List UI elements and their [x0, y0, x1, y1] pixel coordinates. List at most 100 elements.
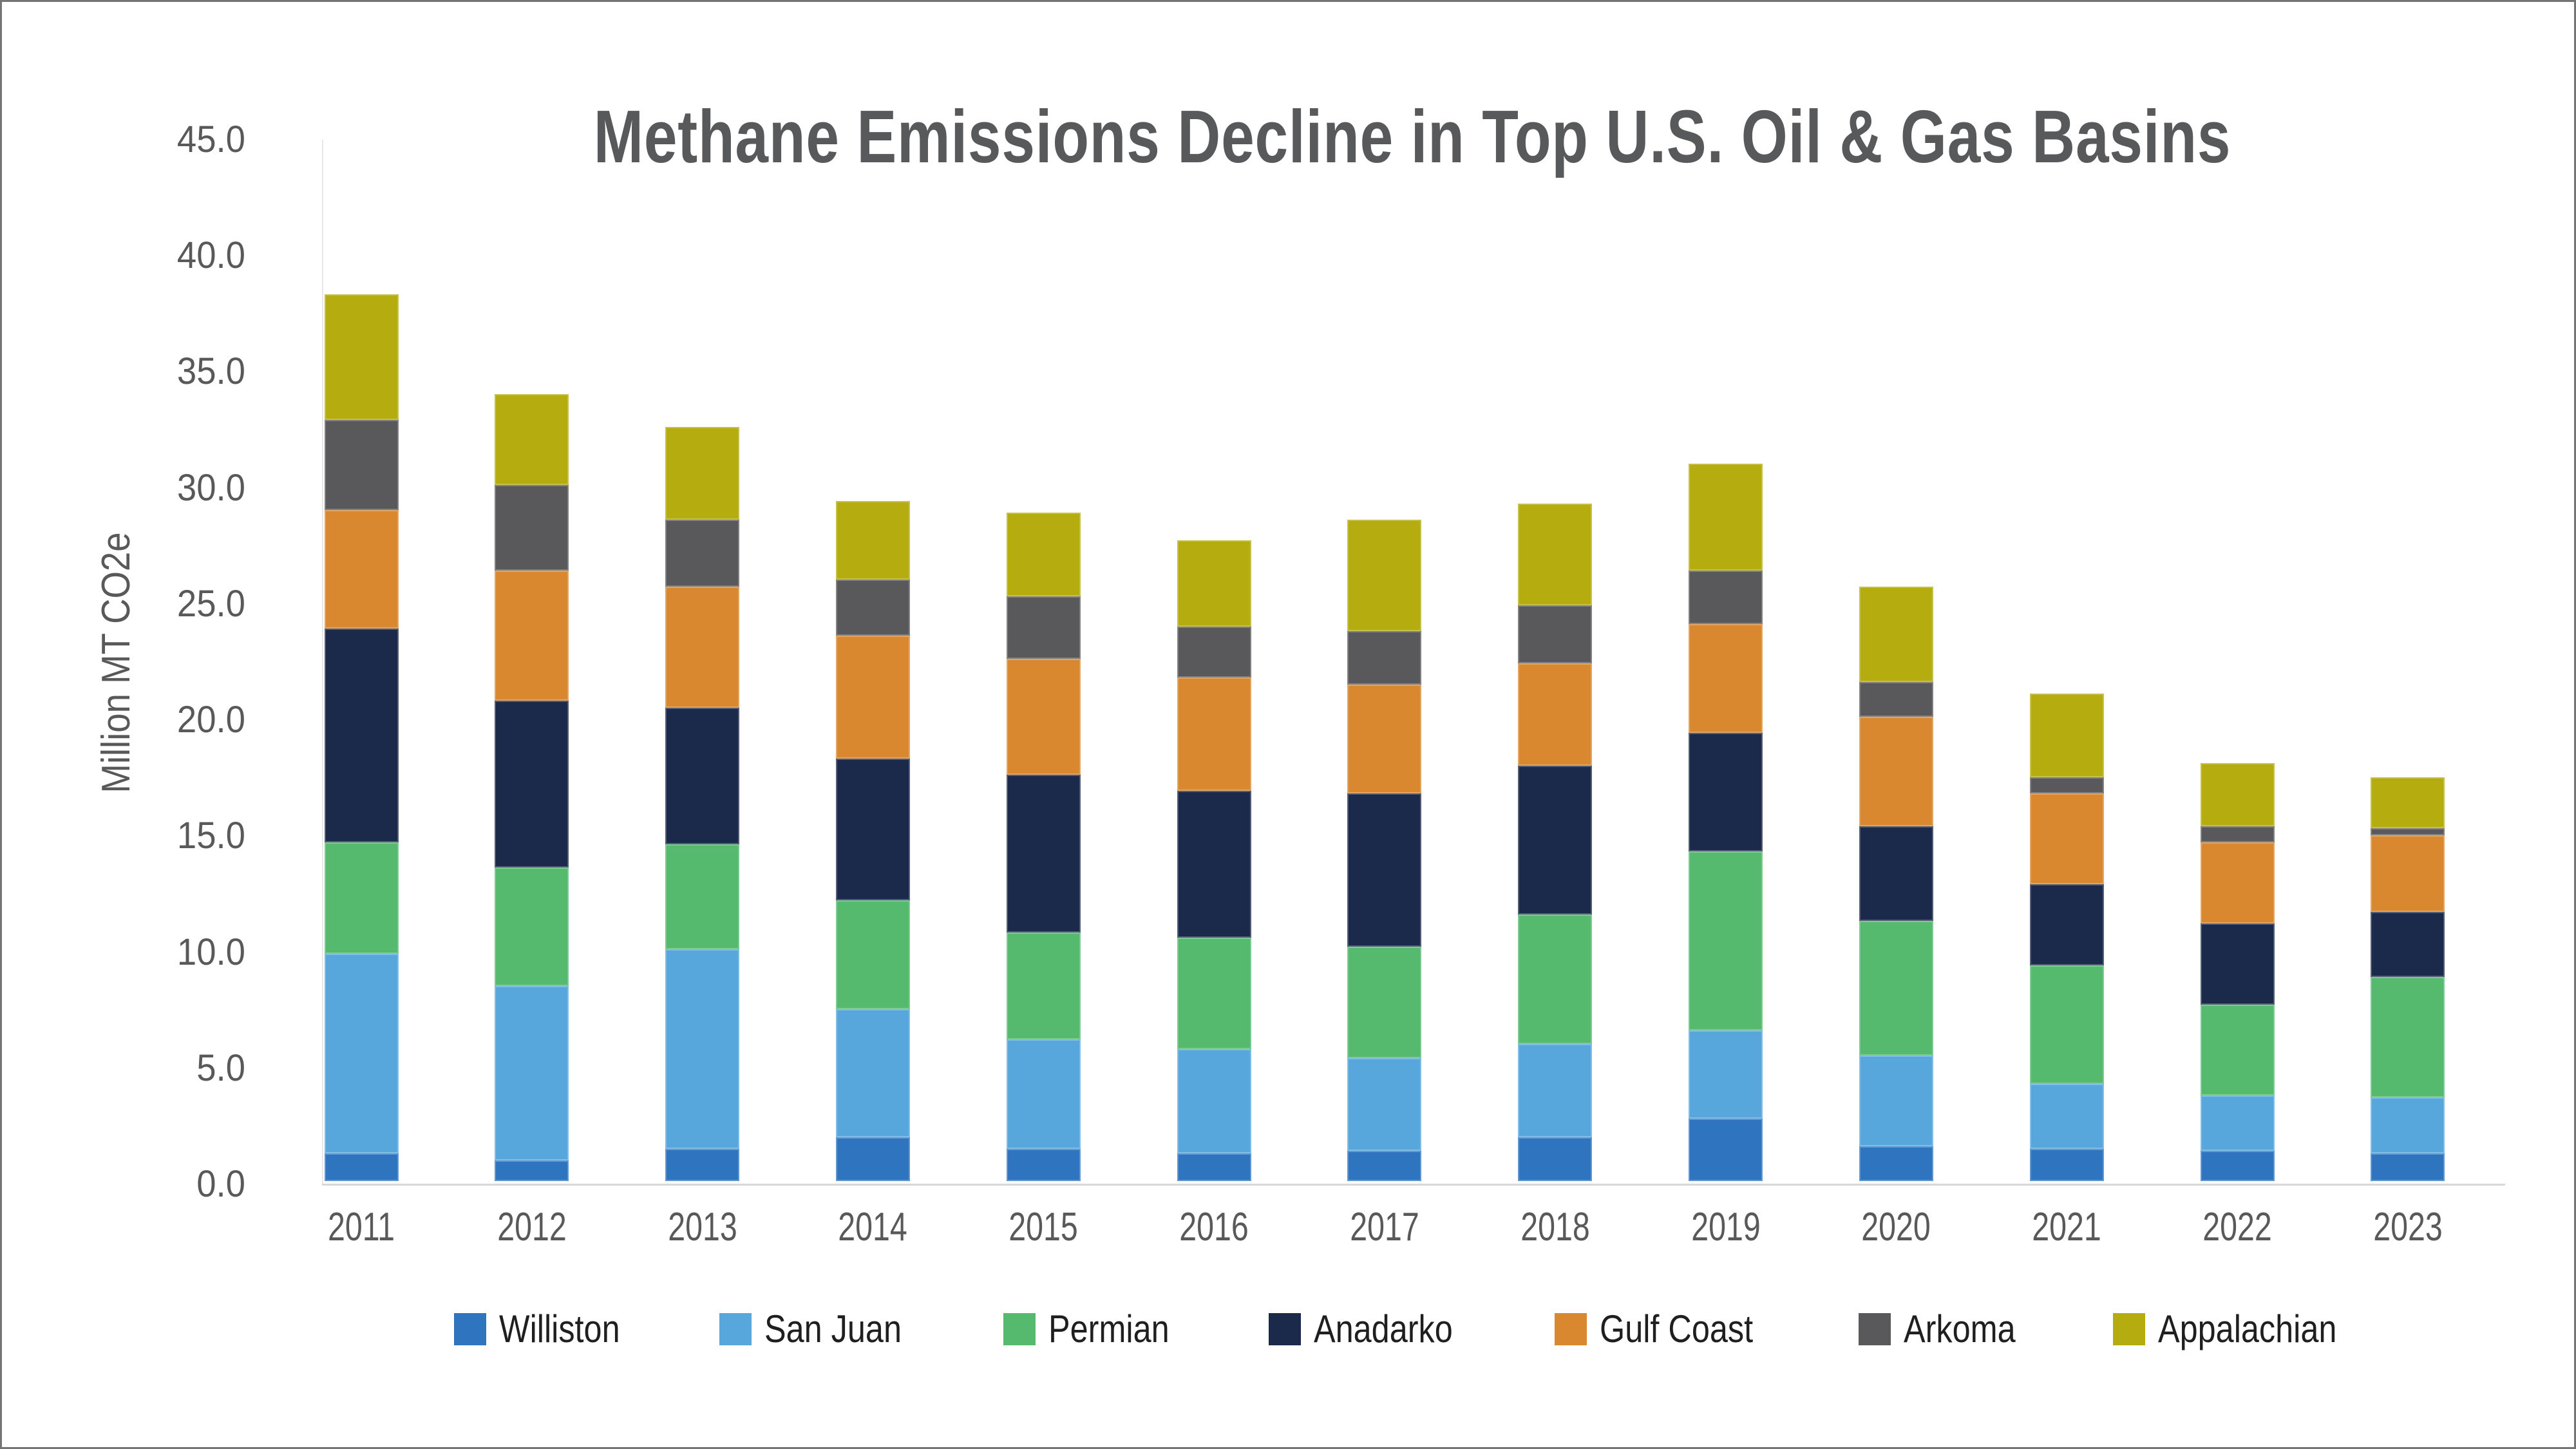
- legend-swatch-icon: [1555, 1313, 1587, 1345]
- bar-segment-appalachian: [2371, 777, 2445, 829]
- bar-segment-gulf-coast: [495, 571, 569, 701]
- x-axis-label-2019: 2019: [1690, 1205, 1761, 1249]
- x-axis-label-2016: 2016: [1179, 1205, 1249, 1249]
- bar-segment-anadarko: [1177, 791, 1251, 938]
- bar-segment-williston: [1347, 1151, 1422, 1181]
- bar-2019: [1689, 464, 1763, 1181]
- bar-segment-san-juan: [1347, 1057, 1422, 1151]
- bar-2012: [495, 394, 569, 1181]
- legend-label: Williston: [499, 1307, 620, 1350]
- x-axis-label-2018: 2018: [1520, 1205, 1590, 1249]
- bar-segment-appalachian: [1347, 519, 1422, 631]
- bar-segment-williston: [665, 1148, 740, 1181]
- bar-2022: [2200, 763, 2275, 1181]
- bar-2015: [1006, 512, 1081, 1181]
- bar-segment-san-juan: [1689, 1030, 1763, 1119]
- bar-segment-permian: [2200, 1005, 2275, 1095]
- y-axis-tick-label: 20.0: [176, 699, 245, 741]
- bar-segment-williston: [324, 1153, 399, 1181]
- bar-segment-gulf-coast: [2029, 793, 2104, 884]
- bar-2023: [2371, 777, 2445, 1181]
- y-axis-tick-label: 35.0: [176, 350, 245, 393]
- x-axis-label-2013: 2013: [667, 1205, 737, 1249]
- bar-segment-williston: [1689, 1118, 1763, 1181]
- x-axis-label-2015: 2015: [1009, 1205, 1079, 1249]
- bar-segment-appalachian: [495, 394, 569, 485]
- x-axis-label-2023: 2023: [2373, 1205, 2443, 1249]
- bar-segment-gulf-coast: [835, 635, 910, 759]
- bar-segment-williston: [1859, 1146, 1933, 1181]
- legend-label: San Juan: [764, 1307, 902, 1350]
- legend-label: Permian: [1048, 1307, 1170, 1350]
- bar-2011: [324, 294, 399, 1181]
- bar-segment-arkoma: [1177, 626, 1251, 677]
- x-axis-label-2012: 2012: [497, 1205, 567, 1249]
- legend-label: Anadarko: [1313, 1307, 1453, 1350]
- legend-swatch-icon: [1003, 1313, 1036, 1345]
- x-axis-label-2017: 2017: [1350, 1205, 1419, 1249]
- bar-segment-arkoma: [2371, 828, 2445, 835]
- x-axis-label-2014: 2014: [838, 1205, 908, 1249]
- x-axis-label-2022: 2022: [2202, 1205, 2272, 1249]
- bar-segment-arkoma: [1859, 682, 1933, 717]
- bar-segment-san-juan: [2371, 1097, 2445, 1153]
- legend-item-williston: Williston: [454, 1310, 643, 1349]
- bar-2014: [835, 500, 910, 1181]
- chart-title: Methane Emissions Decline in Top U.S. Oi…: [593, 95, 2231, 178]
- bar-segment-gulf-coast: [1518, 663, 1593, 766]
- y-axis-tick-label: 25.0: [176, 582, 245, 625]
- bar-segment-anadarko: [2371, 911, 2445, 977]
- bar-segment-appalachian: [324, 294, 399, 420]
- bar-segment-arkoma: [1518, 605, 1593, 664]
- bar-segment-permian: [1859, 921, 1933, 1056]
- x-axis-label-2020: 2020: [1861, 1205, 1931, 1249]
- legend-item-permian: Permian: [1003, 1310, 1192, 1349]
- bar-segment-san-juan: [835, 1009, 910, 1137]
- bar-segment-permian: [2029, 965, 2104, 1084]
- bar-segment-permian: [1177, 937, 1251, 1049]
- bar-segment-gulf-coast: [1177, 677, 1251, 791]
- bar-segment-anadarko: [2029, 884, 2104, 965]
- bar-segment-arkoma: [1689, 571, 1763, 624]
- bar-segment-gulf-coast: [1859, 717, 1933, 826]
- bar-segment-arkoma: [835, 580, 910, 636]
- bar-segment-permian: [324, 842, 399, 954]
- bar-segment-appalachian: [1689, 464, 1763, 571]
- y-axis-tick-label: 5.0: [196, 1046, 245, 1089]
- bar-segment-appalachian: [1177, 540, 1251, 627]
- legend-swatch-icon: [719, 1313, 752, 1345]
- bar-segment-permian: [1518, 914, 1593, 1045]
- bar-segment-appalachian: [2200, 763, 2275, 826]
- bar-segment-williston: [1518, 1137, 1593, 1181]
- bar-segment-arkoma: [2200, 826, 2275, 842]
- bar-2020: [1859, 587, 1933, 1181]
- bar-segment-williston: [2371, 1153, 2445, 1181]
- bar-segment-arkoma: [1006, 596, 1081, 659]
- bar-segment-williston: [1177, 1153, 1251, 1181]
- y-axis-tick-label: 0.0: [196, 1163, 245, 1205]
- bar-segment-gulf-coast: [1689, 623, 1763, 734]
- bar-segment-williston: [2200, 1151, 2275, 1181]
- bar-segment-anadarko: [1689, 733, 1763, 852]
- bar-segment-permian: [1006, 933, 1081, 1040]
- y-axis-line: [322, 140, 323, 1186]
- bar-segment-san-juan: [1518, 1044, 1593, 1137]
- bar-segment-gulf-coast: [2371, 835, 2445, 912]
- bar-segment-san-juan: [1859, 1056, 1933, 1146]
- bar-segment-san-juan: [665, 949, 740, 1149]
- y-axis-tick-label: 30.0: [176, 466, 245, 509]
- bar-segment-san-juan: [1177, 1048, 1251, 1153]
- bar-segment-permian: [665, 844, 740, 949]
- bar-segment-permian: [1689, 851, 1763, 1030]
- y-axis-tick-label: 40.0: [176, 234, 245, 277]
- legend-item-anadarko: Anadarko: [1268, 1307, 1479, 1350]
- bar-segment-gulf-coast: [1006, 659, 1081, 775]
- bar-segment-anadarko: [2200, 923, 2275, 1005]
- bar-segment-appalachian: [1006, 512, 1081, 596]
- legend: Williston San Juan Permian Anadarko Gulf Coa…: [324, 1307, 2501, 1352]
- bar-segment-gulf-coast: [2200, 842, 2275, 923]
- legend-item-san-juan: San Juan: [719, 1310, 928, 1349]
- bar-segment-permian: [2371, 976, 2445, 1098]
- bar-segment-permian: [495, 867, 569, 987]
- bar-segment-appalachian: [665, 426, 740, 520]
